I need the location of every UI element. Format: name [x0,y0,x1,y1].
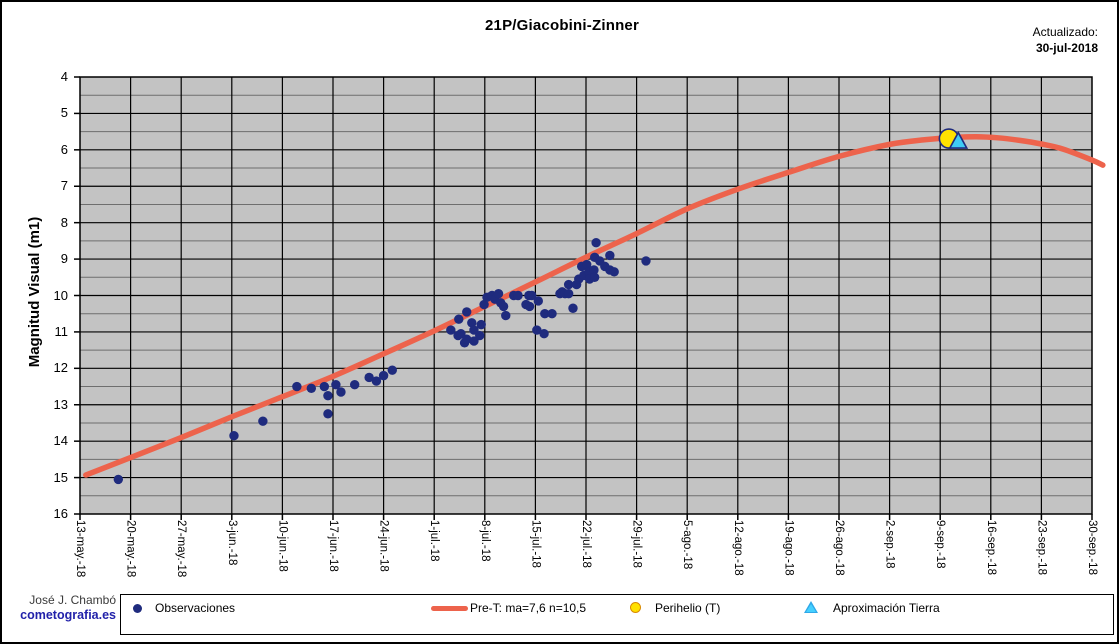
x-tick-label: 26-ago.-18 [833,520,845,576]
observation-point [501,310,511,321]
observation-point [513,290,523,301]
observation-point [539,329,549,339]
observation-point [532,325,542,335]
earth-approach-marker-icon [804,601,818,613]
x-tick-label: 16-sep.-18 [984,520,997,575]
x-tick-label: 20-may.-18 [124,520,137,578]
y-tick-label: 12 [53,360,68,376]
observation-point [479,299,489,310]
observation-point [476,319,486,330]
y-tick-label: 4 [60,69,68,84]
observation-point [533,296,543,306]
updated-date: 30-jul-2018 [1035,41,1098,55]
x-tick-label: 5-ago.-18 [681,520,694,570]
x-tick-label: 30-sep.-18 [1086,520,1098,575]
x-tick-label: 12-ago.-18 [731,520,744,576]
observation-point [306,383,317,394]
observation-point [540,309,550,319]
observation-point [524,301,535,312]
observation-point [349,380,360,390]
y-tick-label: 11 [54,323,69,339]
x-tick-label: 19-ago.-18 [782,520,795,576]
observation-point [563,288,574,299]
observation-point [229,431,239,441]
observation-point [113,474,124,485]
curve-line-icon [431,606,468,611]
observation-point [568,303,578,313]
observation-point [446,325,456,335]
footer-credit: José J. Chambó cometografia.es [8,593,116,623]
x-tick-label: 29-jul.-18 [630,520,643,568]
x-tick-label: 17-jun.-18 [327,520,339,572]
x-tick-label: 15-jul.-18 [529,520,542,568]
y-tick-label: 5 [60,105,68,121]
y-tick-label: 15 [53,469,68,485]
updated-label: Actualizado: [1032,25,1098,39]
x-tick-label: 2-sep.-18 [883,520,896,569]
observation-point [378,370,389,381]
observation-point [323,409,333,419]
x-tick-label: 3-jun.-18 [225,520,238,566]
observation-point [258,416,268,426]
observation-point [371,376,382,386]
earth-approach-marker [948,130,969,149]
x-tick-label: 1-jul.-18 [428,520,441,562]
y-tick-label: 8 [60,214,68,230]
observation-point [323,390,333,401]
site-link[interactable]: cometografia.es [20,608,116,622]
x-tick-label: 9-sep.-18 [934,520,947,569]
observation-point [641,256,651,266]
y-tick-label: 6 [60,141,68,157]
pre-t-curve [83,133,1106,478]
observation-point [336,387,346,397]
perihelion-marker-icon [630,602,641,613]
x-tick-label: 13-may.-18 [74,520,86,578]
observation-point [605,250,615,261]
y-tick-label: 9 [60,251,68,267]
observations-marker-icon [133,604,142,613]
y-tick-label: 10 [53,287,68,303]
observation-point [563,279,574,290]
x-tick-label: 24-jun.-18 [377,520,390,572]
observation-point [498,301,509,312]
author-name: José J. Chambó [29,593,116,607]
x-tick-label: 23-sep.-18 [1035,520,1048,575]
legend-box: Observaciones Pre-T: ma=7,6 n=10,5 Perih… [120,594,1114,635]
observation-point [527,290,537,301]
observation-point [454,314,464,324]
observation-point [462,334,472,344]
observation-point [609,267,619,277]
observation-point [591,237,601,248]
y-tick-label: 13 [53,396,68,412]
x-tick-label: 10-jun.-18 [276,520,289,572]
observation-point [582,259,592,270]
observation-point [589,265,599,275]
legend-observations-label: Observaciones [155,601,236,615]
y-tick-label: 14 [53,433,68,449]
y-tick-label: 16 [53,506,68,521]
observation-point [319,381,330,392]
legend-curve-label: Pre-T: ma=7,6 n=10,5 [470,601,587,615]
observation-point [547,309,557,319]
y-tick-label: 7 [60,178,68,194]
chart-title: 21P/Giacobini-Zinner [484,17,640,34]
x-tick-label: 22-jul.-18 [580,520,592,568]
observation-point [589,272,600,282]
updated-block: Actualizado: 30-jul-2018 [1033,24,1098,56]
observation-point [467,318,477,328]
x-tick-label: 8-jul.-18 [478,520,491,562]
legend-perihelion-label: Perihelio (T) [655,601,721,615]
observation-point [493,288,504,299]
observation-point [387,365,397,375]
observation-point [364,372,374,383]
observation-point [292,381,302,392]
legend-earth-approach-label: Aproximación Tierra [833,601,940,615]
observation-point [331,380,341,390]
observation-point [475,330,485,341]
observation-point [462,307,472,317]
x-tick-label: 27-may.-18 [175,520,188,578]
